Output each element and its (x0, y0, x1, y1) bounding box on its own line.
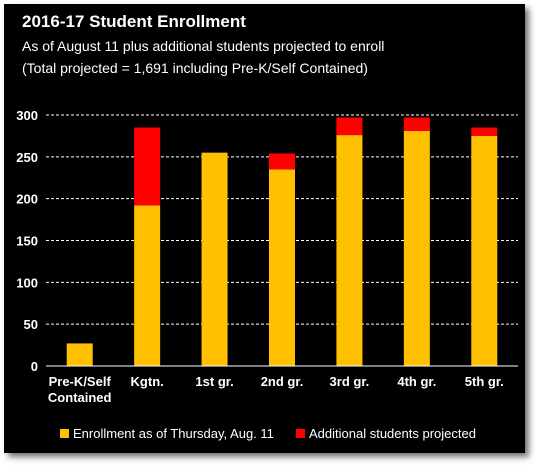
x-tick-label-3: 2nd gr. (261, 374, 304, 389)
legend-swatch-additional (296, 429, 305, 438)
bar-enrollment-1 (134, 205, 161, 366)
x-tick-label-2: 1st gr. (195, 374, 233, 389)
bar-additional-6 (471, 127, 498, 136)
bar-additional-5 (403, 117, 430, 131)
bar-additional-3 (269, 153, 295, 170)
y-tick-label-300: 300 (16, 108, 38, 123)
y-tick-label-0: 0 (31, 359, 38, 374)
bar-enrollment-3 (269, 169, 295, 366)
x-tick-label-0-line-0: Pre-K/Self (49, 374, 112, 389)
y-tick-label-100: 100 (16, 275, 38, 290)
bar-enrollment-2 (201, 152, 228, 366)
x-tick-label-1: Kgtn. (131, 374, 164, 389)
bar-enrollment-5 (403, 130, 430, 366)
x-tick-label-6: 5th gr. (465, 374, 504, 389)
chart-title: 2016-17 Student Enrollment (22, 12, 246, 31)
chart-frame: 2016-17 Student Enrollment As of August … (4, 4, 525, 453)
bar-additional-1 (134, 127, 161, 206)
bar-additional-4 (336, 117, 363, 136)
x-tick-label-0-line-1: Contained (48, 390, 112, 405)
legend-item-enrollment: Enrollment as of Thursday, Aug. 11 (60, 426, 274, 441)
y-tick-label-250: 250 (16, 150, 38, 165)
legend-label-additional: Additional students projected (309, 426, 476, 441)
legend-swatch-enrollment (60, 429, 69, 438)
chart-subtitle-line-2: (Total projected = 1,691 including Pre-K… (22, 60, 368, 76)
y-tick-label-200: 200 (16, 192, 38, 207)
legend-label-enrollment: Enrollment as of Thursday, Aug. 11 (73, 426, 274, 441)
bar-enrollment-0 (66, 343, 93, 366)
bar-enrollment-4 (336, 135, 363, 366)
bar-enrollment-6 (471, 135, 498, 366)
chart-subtitle-line-1: As of August 11 plus additional students… (22, 38, 385, 54)
x-tick-label-5: 4th gr. (397, 374, 436, 389)
y-tick-label-50: 50 (24, 317, 38, 332)
y-tick-label-150: 150 (16, 234, 38, 249)
x-tick-label-4: 3rd gr. (330, 374, 370, 389)
legend-item-additional: Additional students projected (296, 426, 476, 441)
